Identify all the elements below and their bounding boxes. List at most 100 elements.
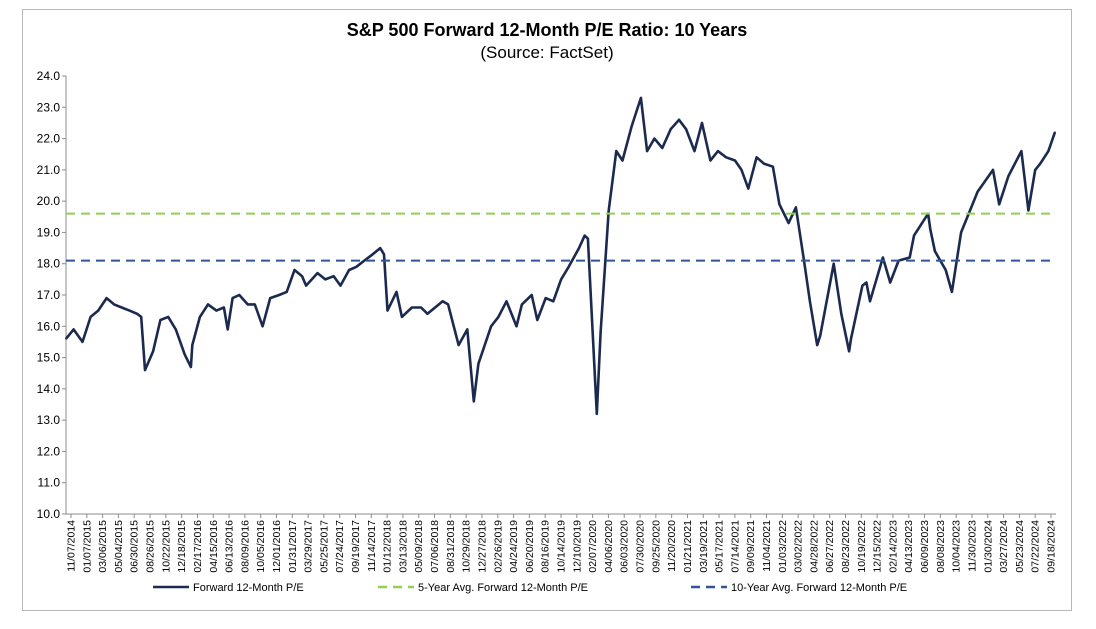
x-tick-label: 10/22/2015: [160, 520, 172, 573]
forward-pe-point: [324, 278, 327, 281]
forward-pe-point: [544, 297, 547, 299]
forward-pe-point: [934, 250, 936, 253]
x-tick-label: 05/04/2015: [113, 520, 125, 573]
forward-pe-point: [567, 265, 570, 268]
forward-pe-point: [717, 150, 719, 153]
x-tick-label: 01/12/2018: [382, 520, 394, 573]
forward-pe-point: [505, 300, 508, 303]
forward-pe-point: [755, 156, 758, 159]
y-tick-label: 13.0: [37, 413, 61, 427]
forward-pe-point: [395, 291, 398, 293]
forward-pe-point: [65, 337, 67, 340]
x-tick-label: 05/25/2017: [318, 520, 330, 573]
forward-pe-point: [992, 169, 994, 171]
forward-pe-point: [976, 190, 979, 193]
x-tick-label: 05/09/2018: [413, 520, 425, 573]
x-tick-label: 08/26/2015: [145, 520, 157, 573]
forward-pe-point: [339, 284, 342, 287]
forward-pe-point: [998, 203, 1001, 206]
y-tick-label: 21.0: [37, 163, 61, 177]
x-tick-label: 02/17/2016: [192, 520, 204, 573]
x-tick-label: 03/13/2018: [397, 520, 409, 573]
x-tick-label: 12/15/2022: [872, 520, 884, 573]
forward-pe-point: [420, 306, 422, 309]
forward-pe-point: [530, 294, 533, 296]
forward-pe-point: [89, 316, 92, 318]
chart-frame: S&P 500 Forward 12-Month P/E Ratio: 10 Y…: [22, 9, 1072, 611]
forward-pe-point: [865, 281, 868, 284]
x-tick-label: 05/17/2021: [714, 520, 726, 573]
y-tick-label: 12.0: [37, 444, 61, 458]
forward-pe-point: [709, 159, 712, 162]
x-tick-label: 07/30/2020: [635, 520, 647, 573]
forward-pe-point: [215, 309, 218, 312]
forward-pe-point: [261, 325, 264, 328]
forward-pe-point: [560, 278, 562, 281]
x-tick-label: 06/30/2015: [129, 520, 141, 573]
forward-pe-point: [355, 265, 358, 268]
forward-pe-point: [223, 306, 225, 309]
forward-pe-point: [882, 256, 884, 259]
x-tick-label: 11/20/2020: [666, 520, 678, 572]
legend-label: 5-Year Avg. Forward 12-Month P/E: [418, 582, 588, 594]
forward-pe-point: [72, 328, 75, 331]
forward-pe-point: [190, 366, 192, 368]
forward-pe-point: [383, 253, 385, 256]
forward-pe-point: [908, 256, 911, 259]
forward-pe-point: [669, 128, 672, 131]
forward-pe-point: [497, 316, 500, 318]
x-tick-label: 09/09/2021: [745, 520, 757, 573]
forward-pe-point: [466, 328, 469, 331]
x-tick-label: 09/19/2017: [350, 520, 362, 573]
chart-subtitle: (Source: FactSet): [480, 43, 613, 62]
x-tick-label: 08/31/2018: [445, 520, 457, 573]
forward-pe-point: [363, 259, 366, 262]
forward-pe-point: [621, 159, 624, 162]
forward-pe-point: [587, 237, 589, 240]
forward-pe-point: [1027, 209, 1030, 212]
forward-pe-point: [1034, 169, 1037, 171]
x-tick-label: 03/27/2024: [998, 520, 1010, 573]
x-tick-label: 08/23/2022: [840, 520, 852, 573]
forward-pe-point: [1039, 162, 1042, 165]
x-tick-label: 06/09/2023: [919, 520, 931, 573]
x-tick-label: 06/13/2016: [224, 520, 236, 573]
forward-pe-point: [630, 125, 633, 127]
x-tick-label: 03/06/2015: [97, 520, 109, 573]
forward-pe-point: [136, 312, 138, 315]
forward-pe-point: [457, 344, 460, 346]
forward-pe-point: [913, 234, 915, 237]
x-tick-label: 03/29/2017: [303, 520, 315, 573]
forward-pe-point: [615, 150, 618, 153]
y-tick-label: 24.0: [37, 69, 61, 83]
forward-pe-point: [386, 309, 389, 312]
x-tick-label: 03/02/2022: [793, 520, 805, 573]
x-tick-label: 04/13/2023: [903, 520, 915, 573]
forward-pe-point: [685, 128, 687, 131]
forward-pe-point: [316, 272, 319, 274]
forward-pe-point: [426, 312, 429, 315]
x-tick-label: 11/30/2023: [966, 520, 978, 572]
x-tick-label: 08/16/2019: [540, 520, 552, 573]
forward-pe-point: [128, 309, 131, 312]
forward-pe-point: [472, 400, 475, 403]
x-tick-label: 06/20/2019: [524, 520, 536, 573]
y-tick-label: 18.0: [37, 257, 61, 271]
forward-pe-point: [477, 362, 480, 365]
x-tick-label: 06/03/2020: [619, 520, 631, 573]
forward-pe-point: [725, 156, 727, 159]
forward-pe-point: [850, 337, 852, 340]
forward-pe-point: [371, 253, 374, 256]
y-tick-label: 15.0: [37, 351, 61, 365]
x-tick-label: 12/01/2016: [271, 520, 283, 573]
forward-pe-point: [105, 297, 108, 299]
forward-pe-point: [332, 275, 335, 278]
forward-pe-point: [140, 316, 143, 318]
x-tick-label: 07/24/2017: [334, 520, 346, 573]
forward-pe-point: [763, 162, 765, 165]
forward-pe-point: [951, 291, 953, 293]
forward-pe-point: [552, 300, 555, 303]
forward-pe-point: [861, 284, 864, 287]
x-tick-label: 11/14/2017: [366, 520, 378, 572]
forward-pe-point: [734, 159, 736, 162]
